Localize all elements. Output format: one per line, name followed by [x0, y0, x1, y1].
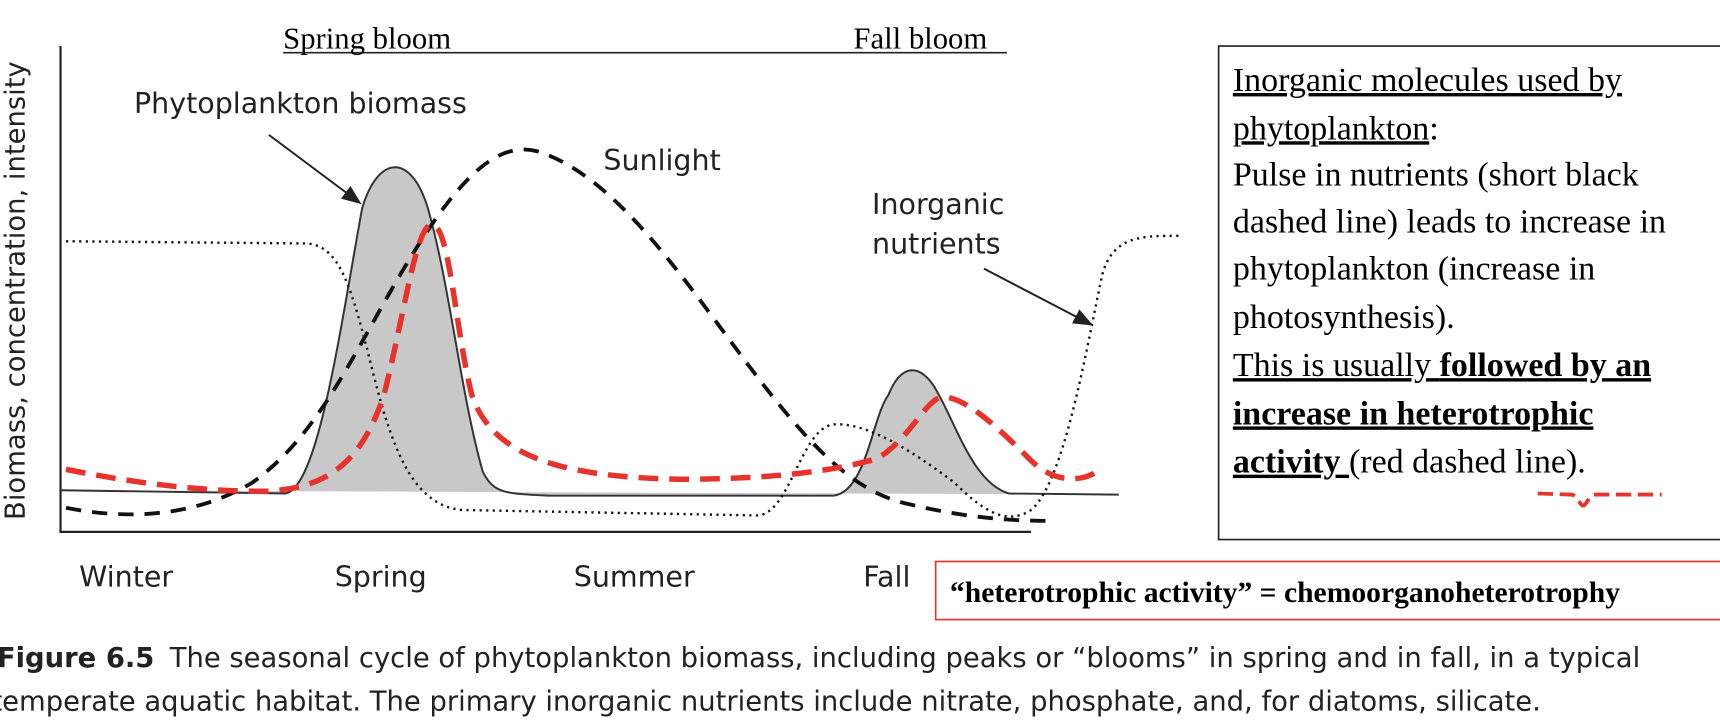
season-label: Winter: [79, 561, 173, 594]
caption-label: Figure 6.5: [0, 643, 154, 674]
spring-bloom-header: Spring bloom: [283, 21, 451, 55]
note-emphasis: followed by an: [1440, 347, 1652, 384]
note-body: Pulse in nutrients (short black: [1233, 156, 1639, 193]
red-squiggle: [1537, 491, 1662, 508]
note-emphasis: (red dashed line).: [1349, 444, 1586, 481]
note-emphasis: This is usually followed by an: [1233, 347, 1651, 384]
nutrients-label: Inorganic: [872, 188, 1004, 221]
note-emphasis: increase in heterotrophic: [1233, 395, 1594, 432]
phytoplankton-label: Phytoplankton biomass: [134, 87, 467, 120]
definition-box: [934, 560, 1720, 621]
caption-text: The seasonal cycle of phytoplankton biom…: [169, 643, 1640, 674]
note-heading: phytoplankton:: [1233, 110, 1439, 147]
sunlight-label: Sunlight: [603, 144, 720, 177]
note-heading: :: [1429, 110, 1438, 147]
fall-bloom-header: Fall bloom: [853, 21, 987, 55]
season-label: Summer: [574, 561, 695, 594]
phytoplankton-curve: [60, 166, 1119, 497]
caption: Figure 6.5 The seasonal cycle of phytopla…: [0, 643, 1640, 674]
arrow: [983, 267, 1094, 326]
note-text: Inorganic molecules used by phytoplankto…: [1233, 62, 1666, 481]
note-heading: Inorganic molecules used by: [1233, 62, 1622, 99]
note-heading: phytoplankton: [1233, 110, 1429, 147]
definition-text: “heterotrophic activity” = chemoorganohe…: [950, 577, 1620, 609]
nutrients-curve: [65, 234, 1180, 518]
nutrients-label: nutrients: [872, 227, 1001, 260]
note-body: photosynthesis).: [1233, 299, 1455, 336]
note-body: phytoplankton (increase in: [1233, 251, 1595, 288]
sunlight-curve: [65, 147, 1054, 523]
y-axis-label: Biomass, concentration, intensity: [0, 61, 31, 520]
note-emphasis: This is usually: [1233, 347, 1440, 384]
caption-text: temperate aquatic habitat. The primary i…: [0, 687, 1541, 718]
season-label: Spring: [335, 561, 427, 594]
note-body: dashed line) leads to increase in: [1233, 203, 1666, 240]
note-emphasis: activity (red dashed line).: [1233, 444, 1586, 481]
season-label: Fall: [863, 561, 910, 594]
note-emphasis: activity: [1233, 444, 1349, 481]
heterotrophic-curve: [65, 222, 1099, 495]
note-box: [1217, 45, 1720, 541]
arrow: [268, 134, 362, 205]
